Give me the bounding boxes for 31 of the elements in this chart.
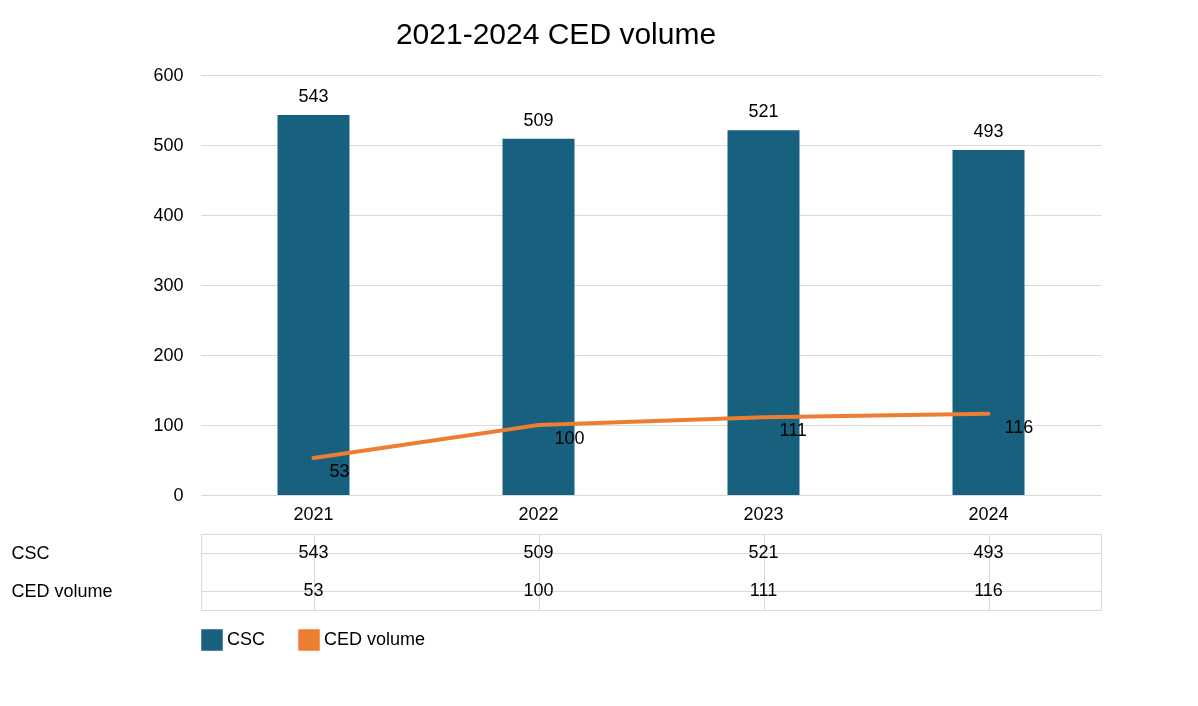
line-series	[311, 411, 991, 460]
legend-label: CSC	[227, 629, 266, 649]
data-label: 111	[749, 580, 778, 600]
x-tick-label: 2023	[743, 503, 784, 524]
chart-title: 2021-2024 CED volume	[395, 17, 717, 50]
data-label: 116	[974, 580, 1003, 600]
data-label: 53	[303, 580, 324, 600]
y-tick-label: 100	[153, 414, 184, 435]
y-tick-label: 600	[153, 64, 184, 85]
legend-label: CED volume	[324, 629, 426, 649]
x-tick-label: 2024	[968, 503, 1009, 524]
text: 521	[748, 101, 779, 122]
text: 543	[298, 85, 329, 106]
x-tick-label: 2022	[518, 503, 559, 524]
data-label: 100	[523, 580, 554, 600]
y-tick-label: 200	[153, 344, 184, 365]
y-tick-label: 400	[153, 204, 184, 225]
y-tick-label: 0	[173, 484, 184, 505]
bar	[277, 114, 350, 495]
text: CED volume	[11, 580, 113, 601]
data-label: 509	[523, 542, 554, 562]
text: CSC	[11, 542, 50, 563]
data-label: 493	[973, 542, 1004, 562]
text: 53	[329, 460, 350, 481]
data-label: 543	[298, 542, 329, 562]
y-tick-label: 500	[153, 134, 184, 155]
text: 509	[523, 109, 554, 130]
x-tick-label: 2021	[293, 503, 334, 524]
data-label: 521	[748, 542, 779, 562]
y-tick-label: 300	[153, 274, 184, 295]
text: 493	[973, 120, 1004, 141]
